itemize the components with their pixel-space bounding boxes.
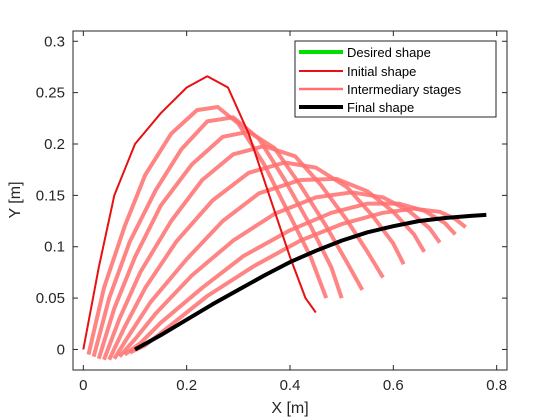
x-tick-label-0.8: 0.8 (486, 377, 507, 394)
series-line-initial-1 (82, 75, 317, 350)
series-layer (82, 75, 487, 361)
x-tick-label-0.4: 0.4 (280, 377, 301, 394)
series-line-intermediate-8 (118, 190, 442, 358)
series-line-intermediate-6 (107, 160, 406, 361)
series-line-final-11 (134, 212, 487, 352)
legend-label-final-shape: Final shape (347, 100, 414, 115)
series-line-intermediate-2 (86, 105, 329, 356)
legend-label-desired-shape: Desired shape (347, 45, 431, 60)
y-axis-label: Y [m] (7, 181, 24, 218)
legend-label-initial-shape: Initial shape (347, 64, 416, 79)
x-tick-label-0.2: 0.2 (176, 377, 197, 394)
y-tick-label-0: 0 (57, 341, 65, 358)
series-line-intermediate-10 (128, 206, 467, 355)
y-tick-label-0.05: 0.05 (36, 290, 65, 307)
legend: Desired shape Initial shape Intermediary… (294, 40, 497, 118)
y-tick-label-0.3: 0.3 (44, 33, 65, 50)
x-axis-label: X [m] (271, 400, 308, 417)
series-line-intermediate-7 (112, 176, 427, 360)
y-tick-label-0.15: 0.15 (36, 187, 65, 204)
y-tick-label-0.2: 0.2 (44, 136, 65, 153)
series-line-intermediate-4 (96, 129, 365, 360)
x-axis-ticks (82, 31, 498, 370)
series-line-intermediate-9 (123, 201, 457, 357)
y-axis-ticks (73, 40, 507, 350)
y-tick-label-0.25: 0.25 (36, 85, 65, 102)
series-line-intermediate-5 (102, 144, 385, 361)
x-tick-label-0: 0 (79, 377, 87, 394)
x-tick-label-0.6: 0.6 (383, 377, 404, 394)
legend-label-intermediary-stages: Intermediary stages (347, 82, 462, 97)
y-tick-label-0.1: 0.1 (44, 239, 65, 256)
